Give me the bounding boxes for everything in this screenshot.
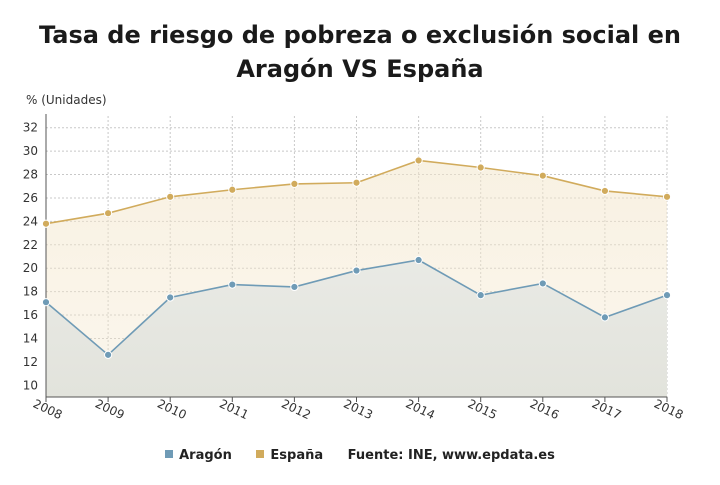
- x-tick-label: 2013: [341, 397, 375, 423]
- y-tick-label: 18: [23, 285, 38, 299]
- data-point-espana: [352, 178, 361, 187]
- data-points: [41, 156, 672, 359]
- y-tick-label: 22: [23, 238, 38, 252]
- legend-label-espana: España: [270, 448, 324, 463]
- data-point-espana: [41, 219, 51, 228]
- x-tick-label: 2008: [31, 397, 65, 423]
- y-tick-label: 28: [23, 168, 38, 182]
- data-point-espana: [538, 171, 547, 180]
- source-note: Fuente: INE, www.epdata.es: [347, 448, 555, 463]
- x-tick-label: 2009: [93, 397, 127, 423]
- data-point-espana: [166, 192, 175, 201]
- data-point-espana: [228, 185, 237, 194]
- x-tick-label: 2015: [466, 397, 500, 423]
- legend-swatch-espana: [256, 450, 265, 458]
- y-tick-label: 26: [23, 191, 38, 205]
- legend: Aragón España Fuente: INE, www.epdata.es: [0, 448, 720, 463]
- data-point-espana: [414, 156, 423, 165]
- data-point-aragon: [600, 313, 610, 322]
- y-tick-label: 24: [23, 214, 38, 228]
- legend-item-aragon: Aragón: [165, 448, 232, 463]
- x-tick-label: 2014: [403, 397, 437, 423]
- x-tick-label: 2017: [590, 397, 624, 423]
- y-tick-label: 32: [23, 121, 38, 135]
- y-tick-label: 20: [23, 261, 38, 275]
- x-tick-label: 2011: [217, 397, 251, 423]
- y-tick-label: 10: [23, 378, 38, 392]
- legend-swatch-aragon: [165, 450, 174, 458]
- y-axis-label: % (Unidades): [26, 93, 107, 107]
- y-tick-label: 16: [23, 308, 38, 322]
- data-point-aragon: [228, 280, 237, 289]
- data-point-aragon: [662, 291, 672, 300]
- y-tick-label: 12: [23, 355, 38, 369]
- y-tick-label: 14: [23, 331, 38, 345]
- legend-label-aragon: Aragón: [179, 448, 232, 463]
- data-point-espana: [290, 179, 299, 189]
- x-tick-label: 2010: [155, 397, 189, 423]
- data-point-espana: [104, 209, 113, 218]
- chart-title: Tasa de riesgo de pobreza o exclusión so…: [38, 21, 681, 83]
- x-tick-label: 2012: [279, 397, 313, 423]
- data-point-aragon: [538, 279, 547, 288]
- data-point-aragon: [476, 291, 485, 300]
- y-tick-label: 30: [23, 144, 38, 158]
- data-point-espana: [476, 163, 485, 172]
- data-point-aragon: [166, 293, 175, 302]
- axes: [45, 114, 668, 402]
- data-point-aragon: [352, 266, 361, 275]
- legend-item-espana: España: [256, 448, 323, 463]
- data-point-aragon: [290, 282, 299, 292]
- x-tick-label: 2018: [652, 397, 686, 423]
- area-fills: [46, 160, 667, 397]
- aragon-area: [46, 260, 667, 397]
- data-point-aragon: [104, 350, 113, 359]
- data-point-espana: [600, 186, 610, 196]
- data-point-aragon: [41, 298, 51, 307]
- data-point-aragon: [414, 255, 423, 265]
- x-tick-label: 2016: [528, 397, 562, 423]
- data-point-espana: [662, 192, 672, 201]
